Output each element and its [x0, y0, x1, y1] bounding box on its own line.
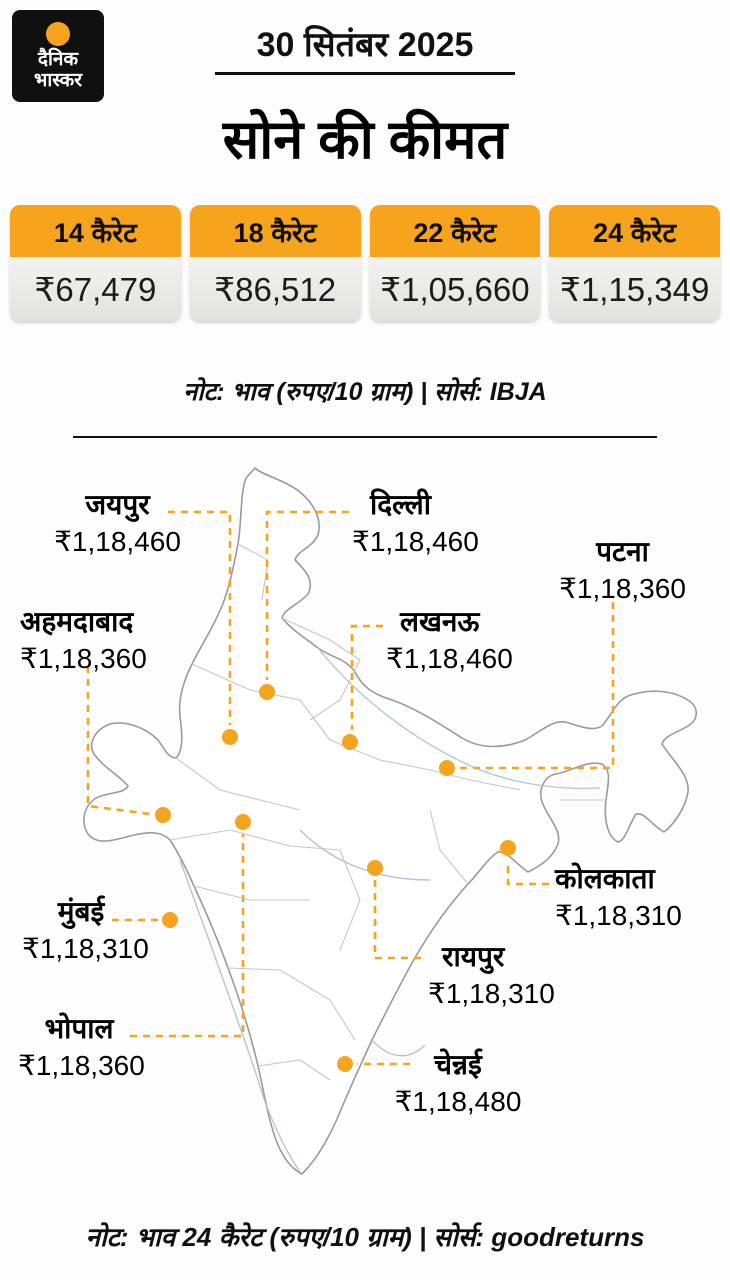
city-name: लखनऊ [400, 606, 480, 637]
city-price: ₹1,18,460 [54, 526, 181, 557]
divider-line [73, 436, 657, 438]
india-outline [83, 466, 698, 1175]
city-price: ₹1,18,310 [428, 978, 555, 1009]
date-underline [215, 72, 515, 75]
city-price: ₹1,18,360 [20, 643, 147, 674]
city-price: ₹1,18,460 [386, 643, 513, 674]
dainik-bhaskar-logo: दैनिक भास्कर [12, 10, 104, 102]
source-note-bottom: नोट: भाव 24 कैरेट (रुपए/10 ग्राम) | सोर्… [85, 1222, 645, 1252]
city-label-chennai: चेन्नई ₹1,18,480 [388, 1048, 528, 1122]
city-price: ₹1,18,360 [18, 1050, 145, 1081]
logo-text-line1: दैनिक [37, 48, 79, 70]
page-title: सोने की कीमत [222, 110, 508, 170]
city-dot-kolkata [500, 840, 516, 856]
city-label-mumbai: मुंबई ₹1,18,310 [22, 895, 149, 969]
karat-price: ₹86,512 [189, 257, 361, 321]
city-dot-delhi [259, 684, 275, 700]
price-card-22k: 22 कैरेट ₹1,05,660 [369, 205, 541, 321]
city-dot-raipur [367, 860, 383, 876]
sun-dot-icon [46, 21, 70, 46]
city-label-raipur: रायपुर ₹1,18,310 [428, 940, 555, 1014]
city-dot-patna [439, 760, 455, 776]
city-label-ahmedabad: अहमदाबाद ₹1,18,360 [20, 605, 147, 679]
source-note-top: नोट: भाव (रुपए/10 ग्राम) | सोर्स: IBJA [183, 378, 547, 406]
date-text: 30 सितंबर 2025 [256, 26, 474, 64]
city-dot-ahmedabad [155, 807, 171, 823]
city-name: जयपुर [85, 489, 150, 520]
karat-price: ₹1,15,349 [549, 257, 720, 321]
karat-label: 22 कैरेट [369, 205, 541, 257]
city-label-lucknow: लखनऊ ₹1,18,460 [386, 605, 513, 679]
city-label-delhi: दिल्ली ₹1,18,460 [352, 488, 479, 562]
city-price: ₹1,18,310 [22, 933, 149, 964]
leader-line-raipur [373, 880, 424, 960]
city-dot-bhopal [235, 814, 251, 830]
city-label-kolkata: कोलकाता ₹1,18,310 [555, 862, 682, 936]
karat-price-cards: 14 कैरेट ₹67,479 18 कैरेट ₹86,512 22 कैर… [10, 205, 720, 321]
karat-price: ₹1,05,660 [369, 257, 541, 321]
karat-label: 18 कैरेट [189, 205, 361, 257]
logo-text-line2: भास्कर [33, 69, 83, 91]
leader-line-delhi [265, 510, 349, 680]
leader-line-kolkata [506, 860, 549, 886]
leader-line-bhopal [130, 834, 245, 1038]
city-name: भोपाल [44, 1013, 114, 1044]
city-price: ₹1,18,460 [352, 526, 479, 557]
price-card-18k: 18 कैरेट ₹86,512 [189, 205, 361, 321]
city-label-bhopal: भोपाल ₹1,18,360 [18, 1012, 145, 1086]
city-name: कोलकाता [555, 863, 655, 894]
city-name: रायपुर [442, 941, 505, 972]
city-name: चेन्नई [434, 1049, 482, 1080]
city-price: ₹1,18,480 [394, 1086, 522, 1117]
city-name: दिल्ली [370, 489, 431, 520]
city-label-jaipur: जयपुर ₹1,18,460 [50, 488, 185, 562]
city-dot-mumbai [162, 912, 178, 928]
city-dot-chennai [337, 1056, 353, 1072]
city-dot-lucknow [342, 734, 358, 750]
city-dots [155, 684, 516, 1072]
city-dot-jaipur [222, 729, 238, 745]
city-price: ₹1,18,310 [555, 900, 682, 931]
city-name: अहमदाबाद [20, 606, 134, 637]
karat-price: ₹67,479 [10, 257, 181, 321]
price-card-24k: 24 कैरेट ₹1,15,349 [549, 205, 720, 321]
leader-line-patna [460, 602, 615, 770]
leader-line-lucknow [350, 624, 383, 730]
price-card-14k: 14 कैरेट ₹67,479 [10, 205, 181, 321]
karat-label: 24 कैरेट [549, 205, 720, 257]
karat-label: 14 कैरेट [10, 205, 181, 257]
leader-lines [86, 510, 615, 1066]
city-name: पटना [596, 536, 649, 567]
city-name: मुंबई [57, 896, 105, 927]
city-label-patna: पटना ₹1,18,360 [555, 535, 690, 609]
city-price: ₹1,18,360 [559, 573, 686, 604]
